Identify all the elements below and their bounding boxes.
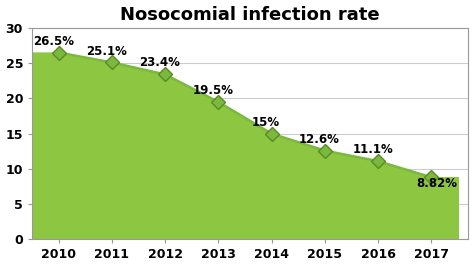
Text: 19.5%: 19.5% <box>192 84 234 97</box>
Text: 26.5%: 26.5% <box>33 35 74 48</box>
Text: 8.82%: 8.82% <box>416 177 457 190</box>
Text: 11.1%: 11.1% <box>352 143 393 156</box>
Title: Nosocomial infection rate: Nosocomial infection rate <box>120 6 380 23</box>
Text: 15%: 15% <box>252 116 280 129</box>
Text: 25.1%: 25.1% <box>86 45 127 57</box>
Text: 23.4%: 23.4% <box>139 57 180 69</box>
Text: 12.6%: 12.6% <box>299 133 340 146</box>
